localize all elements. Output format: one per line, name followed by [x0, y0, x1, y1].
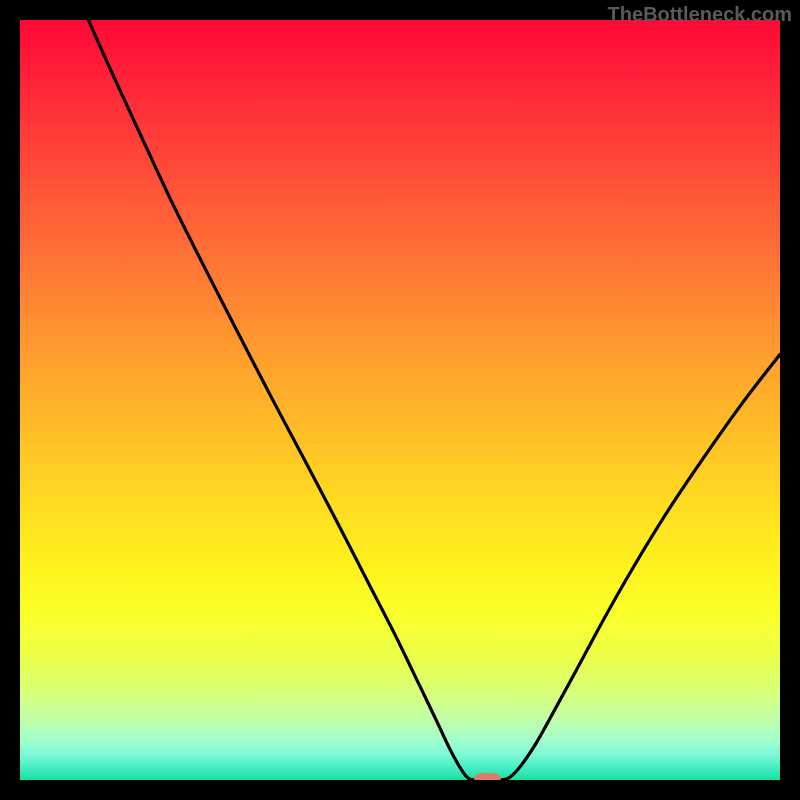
- chart-svg: [20, 20, 780, 780]
- gradient-background: [20, 20, 780, 780]
- watermark-label: TheBottleneck.com: [608, 4, 792, 27]
- chart-container: TheBottleneck.com: [0, 0, 800, 800]
- plot-area: [20, 20, 780, 780]
- optimal-marker: [474, 773, 501, 780]
